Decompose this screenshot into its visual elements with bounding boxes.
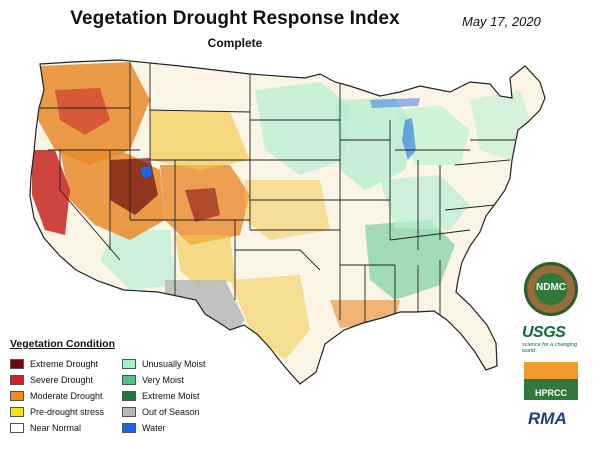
moist-region-arizona xyxy=(100,230,175,290)
map-subtitle: Complete xyxy=(207,36,263,50)
severe-drought-california xyxy=(32,150,70,235)
extreme-drought-colorado xyxy=(185,188,220,222)
legend-swatch xyxy=(10,391,24,401)
water-lake-michigan xyxy=(402,118,416,160)
prestress-kansas xyxy=(245,180,330,240)
us-outline xyxy=(29,59,546,385)
map-title: Vegetation Drought Response Index xyxy=(70,8,400,29)
moist-region-mid-south xyxy=(365,220,455,300)
legend-swatch xyxy=(10,359,24,369)
legend-label: Extreme Moist xyxy=(142,391,200,401)
usgs-tagline: science for a changing world xyxy=(522,342,578,354)
moist-region-ohio-valley xyxy=(380,175,470,230)
prestress-wyoming xyxy=(150,110,250,170)
rma-logo: RMA xyxy=(528,409,567,428)
legend-label: Near Normal xyxy=(30,423,82,433)
legend-swatch xyxy=(122,407,136,417)
legend-swatch xyxy=(10,423,24,433)
prestress-texas xyxy=(230,275,310,360)
water-lake-superior xyxy=(370,98,420,108)
legend-label: Severe Drought xyxy=(30,375,94,385)
legend-swatch xyxy=(10,407,24,417)
legend-label: Unusually Moist xyxy=(142,359,206,369)
prestress-new-mexico xyxy=(175,235,235,290)
legend-swatch xyxy=(10,375,24,385)
legend-label: Extreme Drought xyxy=(30,359,99,369)
hprcc-logo: HPRCC xyxy=(524,362,578,400)
legend-swatch xyxy=(122,391,136,401)
state-borders xyxy=(40,62,515,330)
legend-label: Out of Season xyxy=(142,407,200,417)
water-great-salt-lake xyxy=(140,166,152,178)
usgs-logo: USGS xyxy=(522,324,566,341)
legend-swatch xyxy=(122,359,136,369)
legend-label: Water xyxy=(142,423,166,433)
legend-swatch xyxy=(122,375,136,385)
legend: Extreme Drought Severe Drought Moderate Dr… xyxy=(10,358,270,438)
map-date: May 17, 2020 xyxy=(462,14,541,29)
moist-region-upper-midwest xyxy=(335,98,415,190)
partner-logos: NDMC USGS science for a changing world H… xyxy=(520,262,588,437)
ndmc-logo: NDMC xyxy=(524,262,578,316)
moist-region-plains xyxy=(255,82,350,175)
severe-drought-oregon xyxy=(55,88,110,135)
legend-title: Vegetation Condition xyxy=(10,338,115,350)
legend-label: Very Moist xyxy=(142,375,185,385)
legend-swatch xyxy=(122,423,136,433)
legend-label: Pre-drought stress xyxy=(30,407,105,417)
legend-label: Moderate Drought xyxy=(30,391,103,401)
